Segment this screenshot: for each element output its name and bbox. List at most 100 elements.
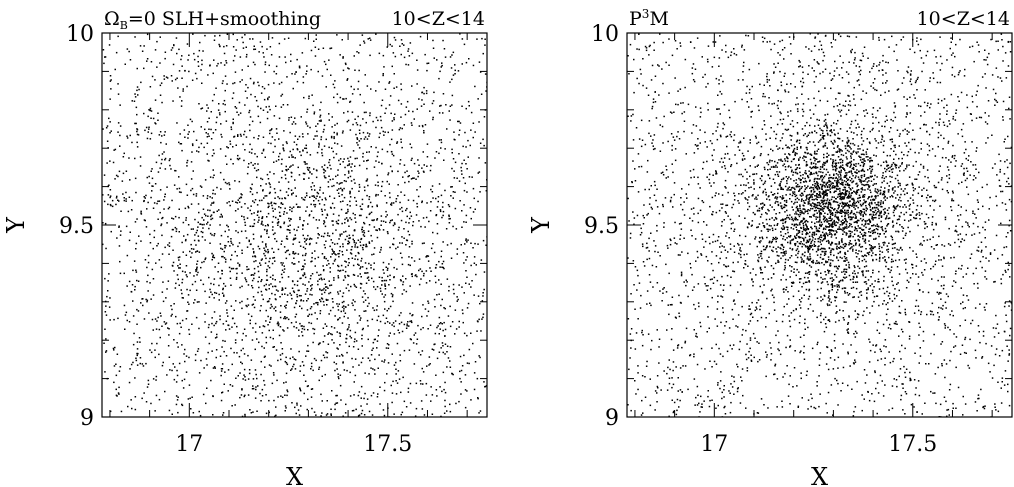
data-point-3331 — [424, 226, 426, 228]
data-point-869 — [277, 396, 279, 398]
data-point-1071 — [748, 305, 750, 307]
data-point-833 — [327, 186, 330, 188]
data-point-1728 — [240, 361, 242, 363]
data-point-2545 — [326, 352, 329, 354]
data-point-1447 — [159, 189, 162, 191]
data-point-744 — [168, 409, 171, 412]
data-point-295 — [149, 86, 152, 88]
data-point-494 — [933, 333, 935, 336]
data-point-2006 — [279, 311, 282, 313]
data-point-523 — [674, 77, 676, 79]
data-point-540 — [984, 49, 986, 51]
data-point-3096 — [259, 309, 261, 312]
data-point-1816 — [346, 351, 348, 354]
data-point-2229 — [240, 196, 243, 199]
data-point-3048 — [185, 318, 188, 320]
data-point-657 — [756, 341, 758, 343]
data-point-2781 — [259, 210, 262, 213]
data-point-117 — [697, 256, 699, 259]
data-point-2497 — [393, 333, 396, 335]
data-point-3651 — [108, 273, 110, 275]
data-point-1075 — [737, 326, 739, 328]
data-point-859 — [441, 390, 443, 393]
data-point-1598 — [384, 284, 386, 287]
data-point-326 — [742, 328, 744, 331]
data-point-714 — [721, 220, 723, 223]
data-point-2123 — [273, 188, 276, 190]
data-point-2486 — [210, 111, 212, 113]
data-point-587 — [754, 337, 756, 339]
data-point-2761 — [261, 220, 263, 223]
data-point-2464 — [466, 256, 468, 258]
data-point-659 — [757, 259, 759, 262]
data-point-2942 — [312, 327, 314, 330]
data-point-136 — [955, 225, 957, 227]
data-point-327 — [136, 86, 139, 88]
data-point-2138 — [378, 81, 380, 83]
data-point-3223 — [385, 266, 387, 268]
data-point-793 — [925, 54, 927, 57]
data-point-1834 — [356, 137, 358, 139]
data-point-2655 — [384, 112, 386, 114]
data-point-499 — [306, 385, 309, 388]
data-point-2379 — [253, 167, 256, 169]
data-point-1452 — [354, 196, 356, 199]
data-point-3535 — [285, 237, 288, 240]
data-point-690 — [827, 368, 830, 371]
data-point-1721 — [409, 264, 411, 267]
data-point-651 — [727, 251, 729, 253]
data-point-3531 — [249, 225, 251, 227]
data-point-919 — [847, 332, 850, 334]
data-point-88 — [107, 290, 109, 292]
data-point-103 — [261, 332, 264, 334]
data-point-203 — [236, 352, 238, 354]
data-point-598 — [393, 413, 395, 415]
data-point-2227 — [401, 146, 403, 149]
data-point-1390 — [417, 195, 420, 198]
data-point-155 — [275, 105, 277, 107]
data-point-2354 — [162, 300, 165, 303]
data-point-1176 — [282, 329, 284, 331]
data-point-1771 — [409, 143, 411, 145]
data-point-3493 — [333, 96, 335, 99]
data-point-1442 — [418, 351, 420, 354]
data-point-1059 — [825, 34, 827, 37]
data-point-2727 — [302, 149, 304, 151]
data-point-2583 — [250, 188, 253, 190]
data-point-2512 — [375, 229, 377, 231]
data-point-1668 — [134, 157, 136, 160]
data-point-379 — [330, 408, 332, 410]
data-point-892 — [117, 83, 119, 85]
data-point-1012 — [695, 396, 697, 399]
data-point-1138 — [171, 264, 174, 267]
data-point-2376 — [203, 223, 205, 226]
data-point-1768 — [375, 146, 377, 149]
data-point-2593 — [302, 136, 304, 138]
data-point-470 — [850, 287, 853, 289]
data-point-2018 — [108, 184, 110, 186]
data-point-2858 — [430, 201, 432, 203]
data-point-2949 — [235, 276, 238, 279]
data-point-21 — [932, 313, 935, 316]
data-point-2991 — [341, 182, 343, 184]
data-point-985 — [860, 290, 862, 293]
data-point-3147 — [291, 210, 293, 213]
data-point-1419 — [370, 267, 372, 269]
data-point-2136 — [261, 222, 263, 224]
data-point-915 — [750, 359, 753, 361]
data-point-1170 — [977, 44, 980, 46]
data-point-885 — [154, 410, 156, 412]
data-point-343 — [318, 368, 320, 370]
data-point-439 — [791, 194, 794, 197]
data-point-2131 — [457, 120, 459, 123]
data-point-201 — [197, 271, 199, 274]
data-point-3513 — [308, 243, 311, 246]
data-point-2997 — [366, 194, 368, 197]
data-point-503 — [257, 385, 259, 387]
data-point-2127 — [245, 46, 247, 48]
data-point-1220 — [864, 322, 866, 324]
data-point-2318 — [241, 194, 243, 196]
data-point-1192 — [980, 388, 982, 391]
data-point-2752 — [234, 71, 237, 73]
data-point-68 — [354, 244, 356, 246]
